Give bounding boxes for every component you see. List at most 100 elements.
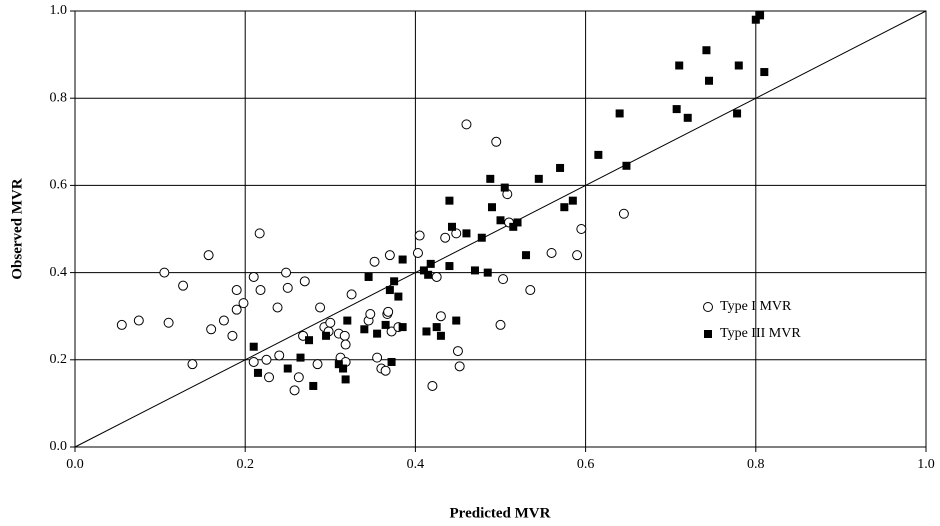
point [293,372,304,383]
point [477,233,486,242]
legend-marker [704,330,712,338]
point [325,317,336,328]
point [116,319,127,330]
point [381,320,390,329]
point [253,368,262,377]
point [546,247,557,258]
point [340,339,351,350]
point [432,323,441,332]
point [339,330,350,341]
point [622,161,631,170]
point [254,228,265,239]
point [572,250,583,261]
point [440,232,451,243]
point [594,150,603,159]
point [427,380,438,391]
y-tick-label: 0.8 [50,90,68,105]
point [734,61,743,70]
point [560,203,569,212]
point [683,113,692,122]
point [334,360,343,369]
point [483,268,492,277]
point [248,356,259,367]
point [426,259,435,268]
point [436,331,445,340]
point [309,381,318,390]
point [454,361,465,372]
point [274,350,285,361]
point [470,266,479,275]
point [462,229,471,238]
point [159,267,170,278]
point [255,285,266,296]
point [414,230,425,241]
point [360,325,369,334]
point [487,203,496,212]
point [218,315,229,326]
point [452,316,461,325]
y-tick-label: 0.4 [50,265,68,280]
x-tick-label: 0.8 [747,457,765,472]
point [568,196,577,205]
point [615,109,624,118]
legend-marker [703,302,713,312]
x-tick-label: 0.4 [407,457,425,472]
point [341,375,350,384]
point [733,109,742,118]
point [419,266,428,275]
point [305,336,314,345]
point [495,319,506,330]
point [289,385,300,396]
point [383,306,394,317]
x-tick-label: 0.0 [66,457,84,472]
y-tick-label: 1.0 [50,3,68,18]
point [675,61,684,70]
point [282,282,293,293]
point [435,311,446,322]
point [534,174,543,183]
point [385,286,394,295]
point [264,372,275,383]
x-tick-label: 0.6 [577,457,595,472]
point [231,304,242,315]
legend-label: Type III MVR [720,326,801,341]
point [206,324,217,335]
point [412,247,423,258]
point [522,251,531,260]
point [461,119,472,130]
legend-label: Type I MVR [720,299,792,314]
point [339,364,348,373]
point [315,302,326,313]
point [496,216,505,225]
point [702,46,711,55]
point [227,330,238,341]
x-tick-label: 1.0 [917,457,935,472]
point [249,342,258,351]
point [422,327,431,336]
point [261,354,272,365]
point [390,277,399,286]
point [756,11,765,20]
point [346,289,357,300]
point [369,256,380,267]
x-tick-label: 0.2 [236,457,254,472]
point [576,224,587,234]
point [760,68,769,77]
point [281,267,292,278]
point [238,298,249,309]
point [387,357,396,366]
point [491,136,502,147]
point [372,352,383,363]
point [447,222,456,231]
plot-frame [74,10,927,448]
point [513,218,522,227]
point [486,174,495,183]
point [452,346,463,357]
point [373,329,382,338]
point [272,302,283,313]
point [704,76,713,85]
point [556,163,565,172]
point [231,285,242,296]
point [299,276,310,287]
x-axis-title: Predicted MVR [450,505,551,521]
